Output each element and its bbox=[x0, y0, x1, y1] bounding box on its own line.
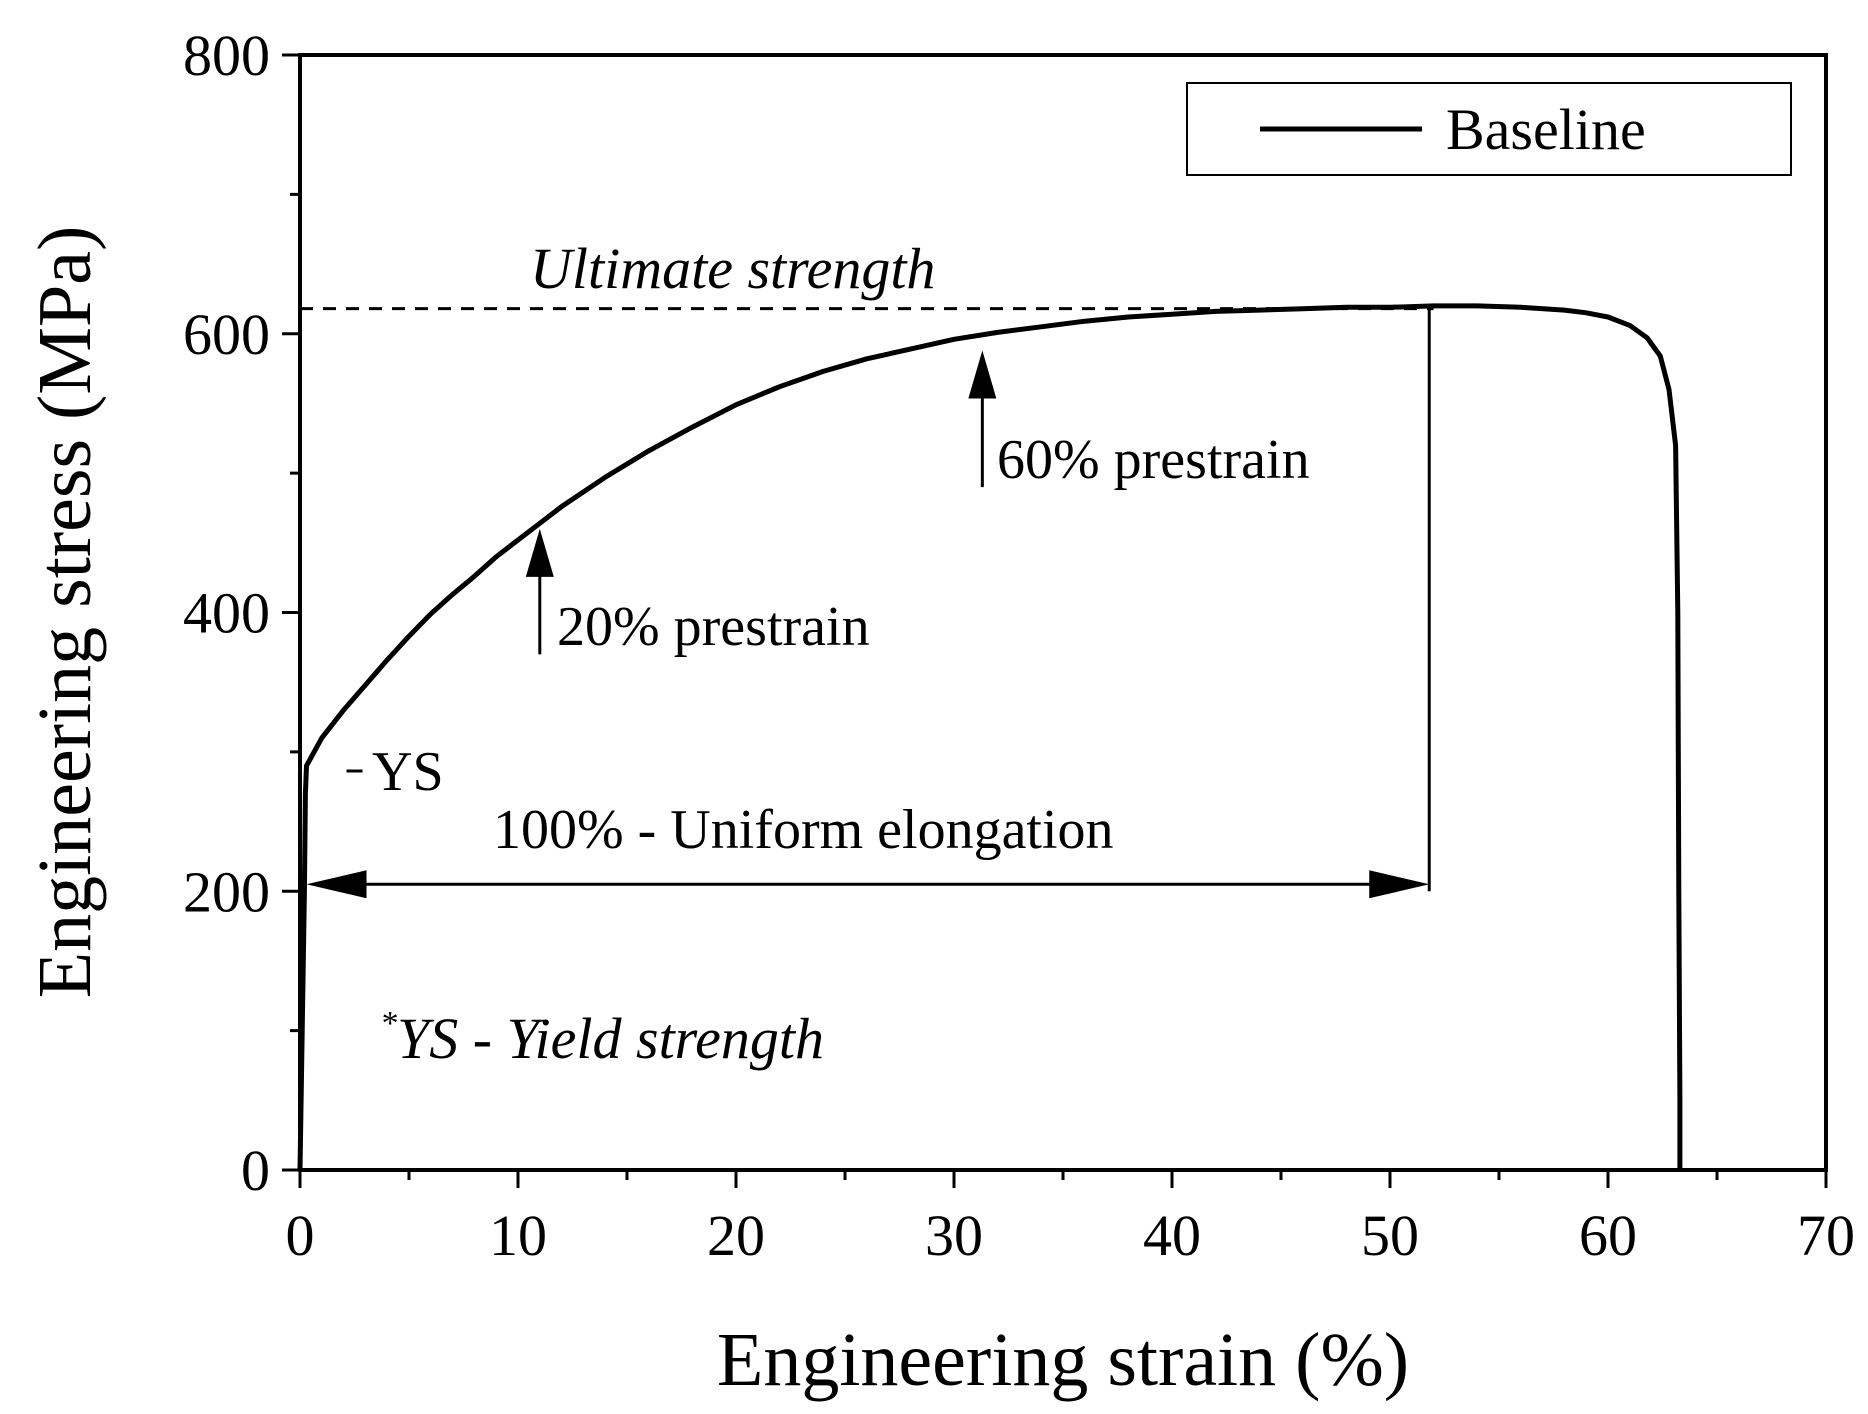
y-tick-label: 800 bbox=[183, 23, 270, 88]
y-axis-title: Engineering stress (MPa) bbox=[23, 226, 107, 999]
legend: Baseline bbox=[1186, 82, 1792, 176]
plot-frame bbox=[298, 53, 1828, 1172]
footnote-text: YS - Yield strength bbox=[397, 1006, 824, 1071]
y-tick-label: 200 bbox=[183, 859, 270, 924]
prestrain-20-label: 20% prestrain bbox=[557, 596, 870, 658]
series-line-baseline bbox=[297, 303, 1683, 1171]
x-tick-label: 30 bbox=[925, 1203, 983, 1268]
legend-label-baseline: Baseline bbox=[1446, 97, 1646, 162]
x-tick-label: 50 bbox=[1361, 1203, 1419, 1268]
x-tick-label: 0 bbox=[286, 1203, 315, 1268]
uniform-elongation-arrowhead-left bbox=[306, 870, 367, 899]
prestrain-60-arrowhead bbox=[968, 350, 997, 399]
x-axis-title: Engineering strain (%) bbox=[717, 1318, 1409, 1402]
ultimate-strength-label: Ultimate strength bbox=[530, 236, 935, 301]
footnote: *YS - Yield strength bbox=[380, 1005, 824, 1071]
prestrain-20-arrowhead bbox=[525, 528, 554, 577]
axis-tick-labels: 0 10 20 30 40 50 60 70 0 200 400 600 800 bbox=[183, 23, 1855, 1268]
prestrain-60-label: 60% prestrain bbox=[997, 429, 1310, 491]
x-tick-label: 10 bbox=[489, 1203, 547, 1268]
x-tick-label: 40 bbox=[1143, 1203, 1201, 1268]
axis-ticks bbox=[282, 53, 1828, 1188]
uniform-elongation-arrowhead-right bbox=[1369, 870, 1430, 899]
x-tick-label: 70 bbox=[1797, 1203, 1855, 1268]
footnote-marker: * bbox=[380, 1005, 397, 1042]
ys-label: YS bbox=[372, 741, 444, 803]
uniform-elongation-label: 100% - Uniform elongation bbox=[493, 799, 1114, 861]
y-tick-label: 0 bbox=[241, 1138, 270, 1203]
x-tick-label: 60 bbox=[1579, 1203, 1637, 1268]
y-tick-label: 400 bbox=[183, 581, 270, 646]
y-tick-label: 600 bbox=[183, 302, 270, 367]
x-tick-label: 20 bbox=[707, 1203, 765, 1268]
